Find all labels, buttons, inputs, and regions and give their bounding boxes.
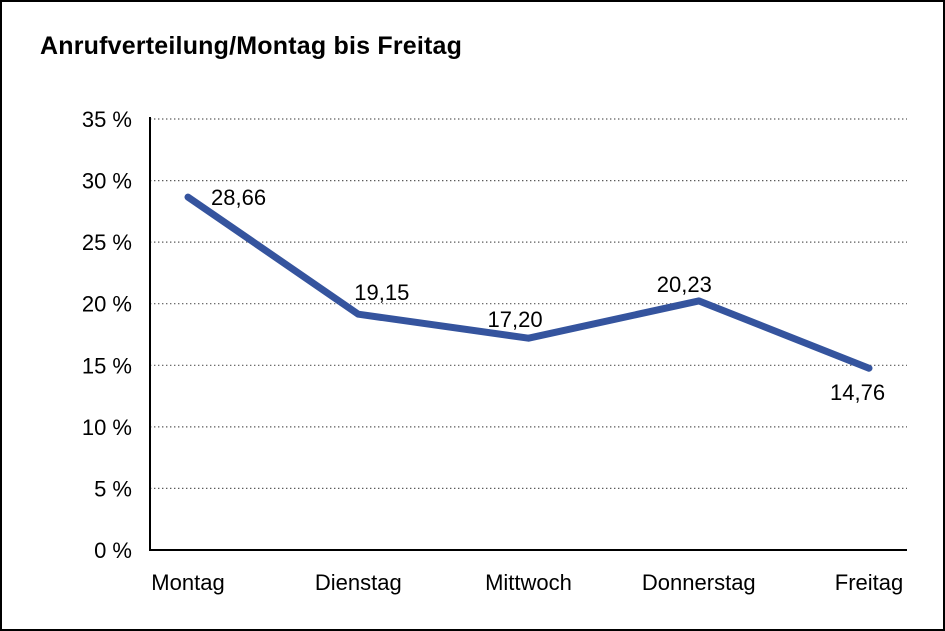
- data-point-label: 28,66: [211, 185, 266, 210]
- y-tick-label: 25 %: [82, 230, 132, 255]
- y-tick-label: 30 %: [82, 169, 132, 194]
- chart-title: Anrufverteilung/Montag bis Freitag: [40, 32, 463, 60]
- y-tick-label: 10 %: [82, 415, 132, 440]
- y-tick-label: 35 %: [82, 107, 132, 132]
- x-category-label: Mittwoch: [485, 570, 572, 595]
- y-tick-label: 0 %: [94, 538, 132, 563]
- x-category-label: Freitag: [835, 570, 903, 595]
- y-tick-label: 15 %: [82, 353, 132, 378]
- y-tick-label: 20 %: [82, 292, 132, 317]
- x-category-label: Dienstag: [315, 570, 402, 595]
- data-series-line: [184, 193, 873, 372]
- data-point-label: 14,76: [830, 380, 885, 405]
- x-category-label: Donnerstag: [642, 570, 756, 595]
- x-category-label: Montag: [151, 570, 224, 595]
- data-point-label: 19,15: [354, 280, 409, 305]
- data-point-label: 20,23: [657, 272, 712, 297]
- y-tick-label: 5 %: [94, 476, 132, 501]
- data-point-label: 17,20: [488, 307, 543, 332]
